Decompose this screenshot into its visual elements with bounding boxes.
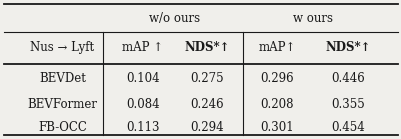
Text: w/o ours: w/o ours [149,12,200,25]
Text: NDS*↑: NDS*↑ [184,41,229,54]
Text: 0.275: 0.275 [190,72,223,85]
Text: 0.454: 0.454 [330,121,364,134]
Text: 0.084: 0.084 [126,98,159,111]
Text: mAP ↑: mAP ↑ [122,41,163,54]
Text: 0.294: 0.294 [190,121,223,134]
Text: 0.301: 0.301 [260,121,294,134]
Text: mAP↑: mAP↑ [258,41,295,54]
Text: BEVDet: BEVDet [39,72,85,85]
Text: 0.113: 0.113 [126,121,159,134]
Text: 0.296: 0.296 [260,72,294,85]
Text: 0.246: 0.246 [190,98,223,111]
Text: 0.355: 0.355 [330,98,364,111]
Text: 0.208: 0.208 [260,98,294,111]
Text: NDS*↑: NDS*↑ [324,41,370,54]
Text: 0.104: 0.104 [126,72,159,85]
Text: w ours: w ours [292,12,332,25]
Text: Nus → Lyft: Nus → Lyft [30,41,94,54]
Text: FB-OCC: FB-OCC [38,121,87,134]
Text: 0.446: 0.446 [330,72,364,85]
Text: BEVFormer: BEVFormer [27,98,97,111]
